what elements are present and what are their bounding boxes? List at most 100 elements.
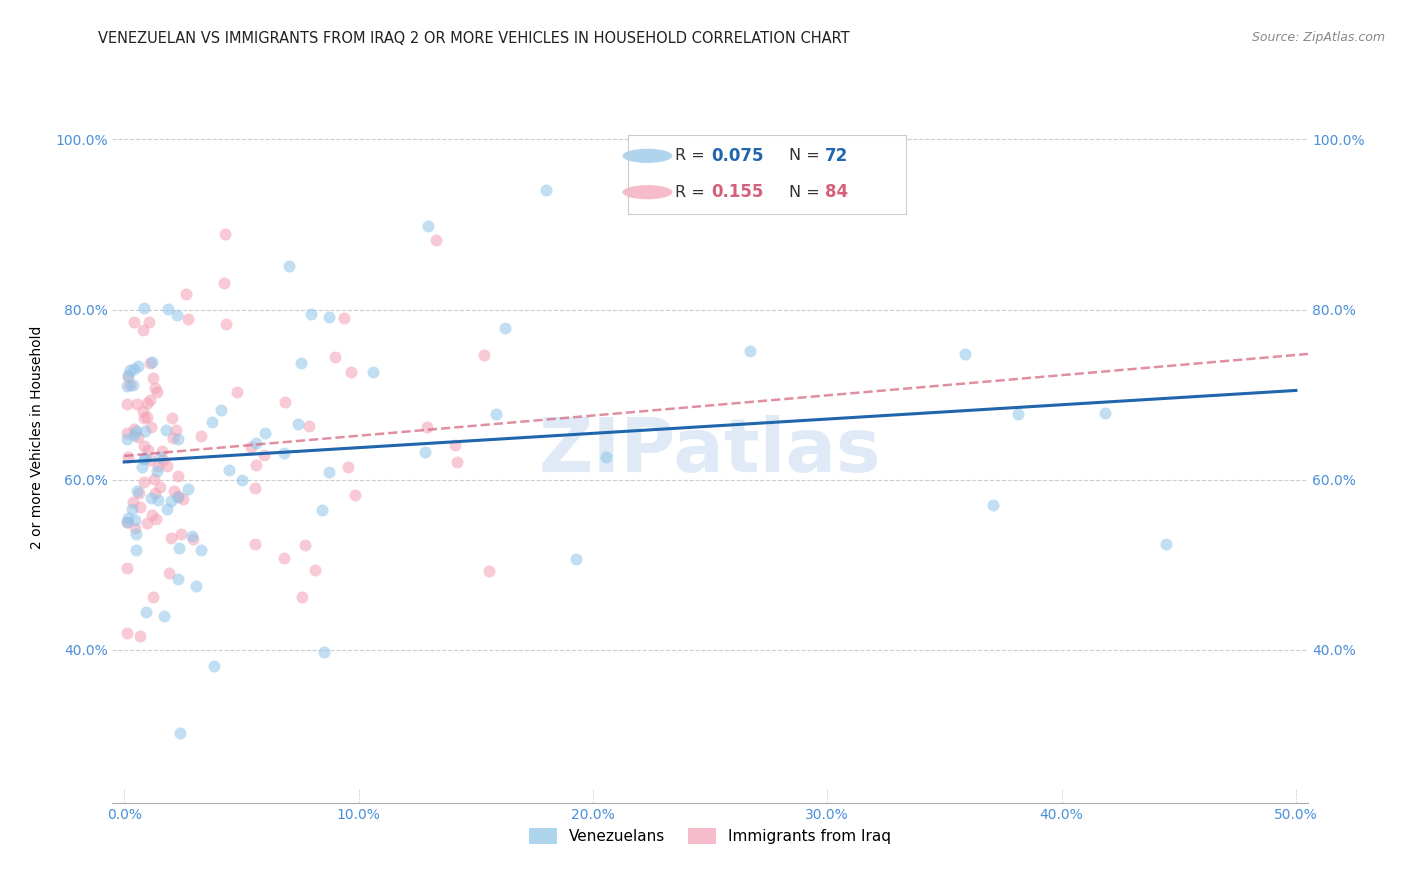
Point [115, 379, 138, 393]
Point [443, 438, 465, 452]
Point [117, 368, 139, 383]
Point [177, 312, 200, 326]
Point [160, 411, 183, 425]
Point [478, 564, 501, 578]
Point [136, 396, 159, 410]
Point [115, 561, 138, 575]
Point [165, 423, 187, 437]
Point [243, 537, 266, 551]
Point [291, 590, 314, 604]
Point [953, 347, 976, 361]
Point [181, 532, 204, 546]
Point [134, 450, 156, 465]
Point [160, 532, 183, 546]
Point [318, 465, 340, 479]
Text: 0.075: 0.075 [711, 147, 763, 165]
Point [125, 543, 148, 558]
Point [117, 626, 139, 640]
Point [167, 572, 190, 586]
Point [170, 527, 193, 541]
Text: VENEZUELAN VS IMMIGRANTS FROM IRAQ 2 OR MORE VEHICLES IN HOUSEHOLD CORRELATION C: VENEZUELAN VS IMMIGRANTS FROM IRAQ 2 OR … [98, 31, 851, 46]
Point [202, 659, 225, 673]
Point [150, 444, 173, 458]
Text: R =: R = [675, 148, 710, 163]
Point [127, 397, 149, 411]
Point [157, 566, 180, 581]
Point [363, 365, 385, 379]
Point [120, 363, 142, 377]
Text: ZIPatlas: ZIPatlas [538, 415, 882, 488]
Point [120, 378, 142, 392]
Point [274, 394, 297, 409]
Point [142, 590, 165, 604]
Text: R =: R = [675, 185, 710, 200]
Point [122, 377, 145, 392]
Point [314, 645, 336, 659]
Point [245, 435, 267, 450]
Point [138, 356, 160, 370]
Point [156, 458, 179, 473]
Point [446, 455, 468, 469]
Point [122, 427, 145, 442]
Point [149, 450, 172, 465]
Point [294, 538, 316, 552]
Point [141, 508, 163, 522]
Point [253, 448, 276, 462]
Point [239, 440, 262, 454]
Point [190, 542, 212, 557]
Point [337, 460, 360, 475]
Point [128, 629, 150, 643]
Point [115, 397, 138, 411]
Point [981, 498, 1004, 512]
Point [299, 307, 322, 321]
Point [159, 494, 181, 508]
Point [226, 384, 249, 399]
Point [135, 410, 157, 425]
Point [177, 482, 200, 496]
Point [115, 515, 138, 529]
Point [138, 392, 160, 407]
Point [135, 516, 157, 531]
Point [323, 350, 346, 364]
Legend: Venezuelans, Immigrants from Iraq: Venezuelans, Immigrants from Iraq [523, 822, 897, 850]
Point [127, 483, 149, 498]
Point [124, 521, 146, 535]
Point [166, 490, 188, 504]
Point [153, 608, 176, 623]
Point [115, 426, 138, 441]
Point [117, 450, 139, 464]
Point [162, 431, 184, 445]
Point [142, 472, 165, 486]
Point [1156, 537, 1178, 551]
Point [152, 453, 174, 467]
Point [117, 369, 139, 384]
Point [214, 318, 236, 332]
Point [115, 432, 138, 446]
Point [212, 276, 235, 290]
Point [339, 365, 361, 379]
Point [134, 424, 156, 438]
Point [156, 302, 179, 317]
Point [231, 474, 253, 488]
Point [131, 404, 153, 418]
Point [218, 462, 240, 476]
Point [415, 420, 437, 434]
Point [174, 286, 197, 301]
Point [166, 308, 188, 322]
Point [134, 301, 156, 315]
Point [180, 529, 202, 543]
Point [565, 552, 588, 566]
Point [485, 407, 508, 421]
Point [166, 489, 188, 503]
Point [146, 458, 169, 473]
Point [145, 381, 167, 395]
Point [273, 445, 295, 459]
Point [142, 370, 165, 384]
Circle shape [623, 149, 672, 163]
Point [287, 417, 309, 432]
Point [127, 430, 149, 444]
Point [494, 320, 516, 334]
Point [132, 411, 155, 425]
Point [318, 310, 340, 325]
Point [472, 347, 495, 361]
